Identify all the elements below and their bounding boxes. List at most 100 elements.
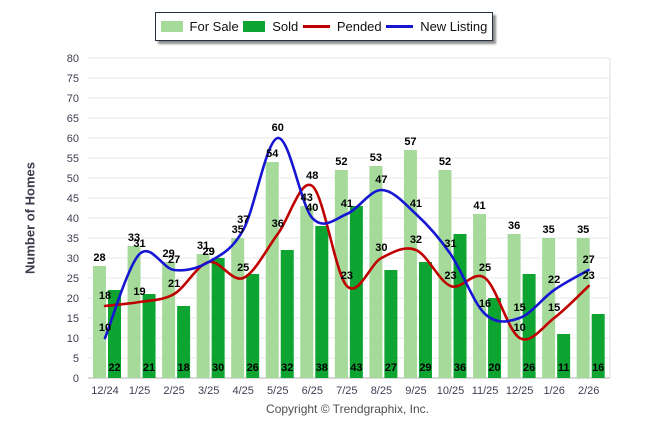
x-tick-label: 6/25 (302, 385, 323, 397)
value-label: 19 (133, 286, 145, 298)
y-tick-label: 60 (67, 133, 79, 145)
x-tick-label: 9/25 (405, 385, 426, 397)
y-tick-label: 80 (67, 53, 79, 65)
value-label: 41 (473, 200, 485, 212)
y-tick-label: 65 (67, 113, 79, 125)
bar-for-sale (369, 166, 383, 378)
line-pended (103, 183, 590, 341)
legend-label: New Listing (420, 19, 488, 34)
value-label: 23 (341, 270, 353, 282)
bar-sold (315, 226, 329, 378)
bar-sold (211, 258, 225, 378)
value-label: 23 (444, 270, 456, 282)
legend-item-for-sale: For Sale (160, 19, 239, 34)
line-new-listing (103, 136, 590, 340)
x-tick-label: 4/25 (232, 385, 253, 397)
x-tick-label: 5/25 (267, 385, 288, 397)
x-tick-label: 11/25 (472, 385, 499, 397)
bar-for-sale (93, 266, 106, 378)
value-label: 29 (203, 246, 215, 258)
value-label: 38 (316, 362, 328, 374)
bar-for-sale (438, 170, 452, 378)
value-label: 36 (454, 362, 466, 374)
value-label: 20 (488, 362, 500, 374)
for-sale-legend-marker (160, 21, 183, 32)
value-label: 40 (306, 202, 318, 214)
bar-for-sale (576, 238, 590, 378)
bar-sold (177, 306, 191, 378)
bar-sold (384, 270, 398, 378)
legend-item-pended: Pended (302, 19, 382, 34)
value-label: 43 (350, 362, 362, 374)
value-label: 35 (543, 224, 555, 236)
value-label: 36 (508, 220, 520, 232)
value-label: 27 (385, 362, 397, 374)
bar-sold (522, 274, 536, 378)
value-label: 27 (168, 254, 180, 266)
value-label: 31 (444, 238, 456, 250)
value-label: 22 (108, 362, 120, 374)
y-tick-label: 20 (67, 293, 79, 305)
bar-for-sale (265, 162, 279, 378)
y-tick-label: 50 (67, 173, 79, 185)
value-label: 60 (272, 122, 284, 134)
value-label: 16 (592, 362, 604, 374)
value-label: 25 (237, 262, 249, 274)
value-label: 36 (272, 218, 284, 230)
value-label: 22 (548, 274, 560, 286)
value-label: 29 (419, 362, 431, 374)
value-label: 43 (301, 192, 313, 204)
value-label: 21 (168, 278, 180, 290)
value-label: 32 (281, 362, 293, 374)
bar-sold (349, 206, 363, 378)
y-tick-label: 25 (67, 273, 79, 285)
value-label: 41 (341, 198, 353, 210)
value-label: 31 (197, 240, 209, 252)
legend-label: For Sale (189, 19, 239, 34)
y-tick-label: 10 (67, 333, 79, 345)
bar-for-sale (473, 214, 487, 378)
value-label: 30 (212, 362, 224, 374)
value-label: 37 (237, 214, 249, 226)
value-label: 32 (410, 234, 422, 246)
bar-for-sale (542, 238, 556, 378)
bar-sold (142, 294, 156, 378)
y-tick-label: 75 (67, 73, 79, 85)
value-label: 16 (479, 298, 491, 310)
x-tick-label: 10/25 (437, 385, 465, 397)
bar-for-sale (127, 246, 141, 378)
value-label: 26 (247, 362, 259, 374)
pended-legend-marker (302, 25, 330, 28)
bar-sold (591, 314, 605, 378)
value-label: 26 (523, 362, 535, 374)
value-label: 57 (404, 136, 416, 148)
value-label: 54 (266, 148, 279, 160)
y-tick-label: 70 (67, 93, 79, 105)
bar-sold (453, 234, 467, 378)
x-tick-label: 8/25 (371, 385, 392, 397)
y-tick-label: 40 (67, 213, 79, 225)
y-tick-label: 55 (67, 153, 79, 165)
value-label: 11 (558, 362, 570, 374)
y-tick-label: 15 (67, 313, 79, 325)
value-label: 30 (375, 242, 387, 254)
x-tick-label: 2/25 (163, 385, 184, 397)
bar-for-sale (231, 238, 245, 378)
bar-sold (418, 262, 432, 378)
legend: For Sale Sold Pended New Listing (155, 12, 493, 41)
value-label: 23 (583, 270, 595, 282)
value-label: 29 (203, 246, 215, 258)
value-label: 52 (335, 156, 347, 168)
value-label: 28 (93, 252, 105, 264)
new-listing-legend-marker (386, 25, 414, 28)
x-tick-label: 12/25 (506, 385, 534, 397)
value-label: 10 (513, 322, 525, 334)
value-label: 18 (99, 290, 111, 302)
copyright-text: Copyright © Trendgraphix, Inc. (266, 402, 429, 416)
value-label: 29 (162, 248, 174, 260)
y-tick-label: 0 (73, 373, 79, 385)
value-label: 25 (479, 262, 491, 274)
value-label: 52 (439, 156, 451, 168)
bar-for-sale (196, 254, 210, 378)
